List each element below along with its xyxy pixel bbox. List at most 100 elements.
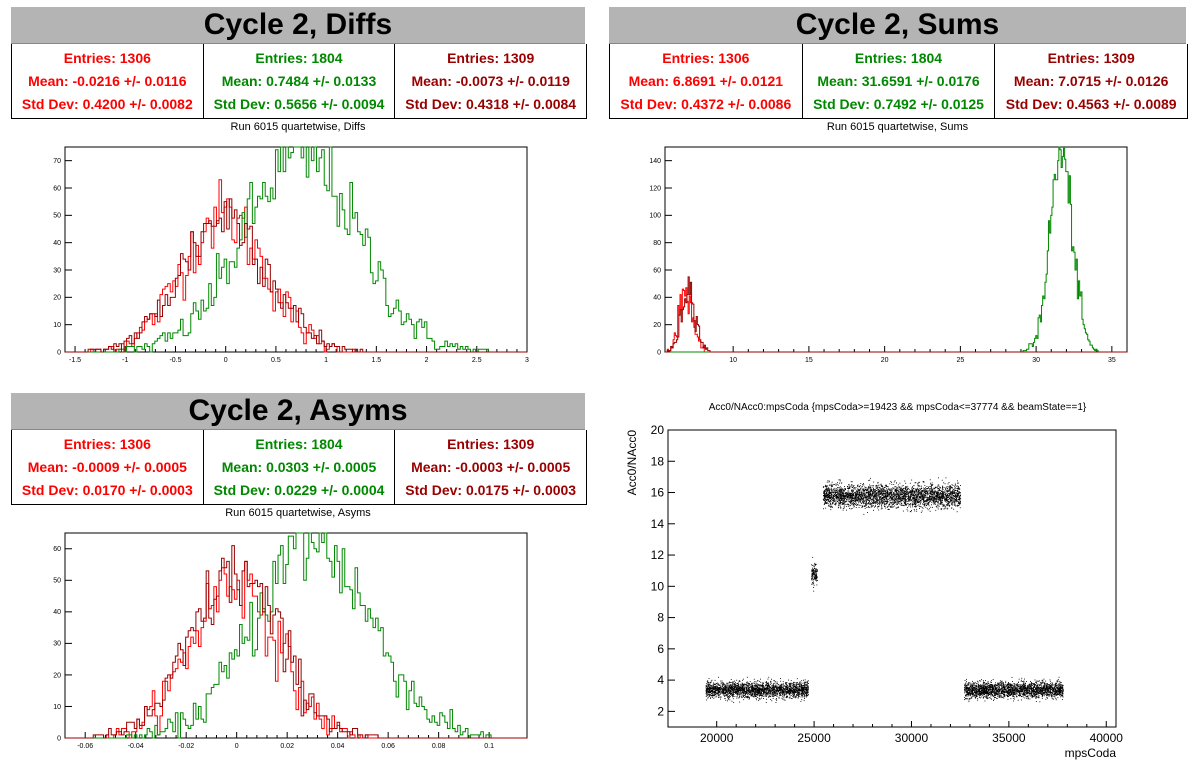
scatter-point — [773, 691, 774, 693]
scatter-point — [795, 684, 797, 686]
scatter-point — [735, 683, 737, 685]
scatter-point — [928, 498, 930, 500]
scatter-point — [755, 688, 757, 689]
scatter-point — [751, 695, 752, 697]
scatter-point — [833, 490, 835, 492]
scatter-point — [765, 688, 766, 690]
scatter-point — [783, 691, 785, 693]
scatter-point — [947, 503, 949, 505]
scatter-point — [728, 686, 730, 688]
scatter-point — [795, 696, 797, 698]
scatter-point — [839, 497, 841, 499]
scatter-point — [705, 686, 707, 688]
scatter-point — [725, 691, 727, 693]
scatter-point — [805, 682, 806, 684]
scatter-point — [706, 681, 708, 683]
scatter-point — [888, 498, 890, 500]
histogram-series — [665, 287, 1127, 353]
x-tick-label: 30 — [1032, 357, 1040, 364]
stat-std: Std Dev: 0.4563 +/- 0.0089 — [1005, 96, 1177, 113]
scatter-point — [764, 692, 765, 694]
scatter-point — [947, 499, 949, 501]
scatter-point — [908, 493, 909, 495]
scatter-point — [880, 491, 882, 493]
scatter-point — [803, 687, 805, 688]
scatter-point — [881, 490, 883, 492]
scatter-point — [880, 484, 882, 486]
scatter-point — [814, 577, 816, 579]
scatter-point — [805, 692, 807, 693]
scatter-point — [958, 487, 960, 489]
scatter-point — [934, 502, 936, 504]
scatter-point — [835, 497, 837, 499]
scatter-point — [790, 685, 792, 687]
scatter-point — [780, 686, 782, 687]
scatter-point — [769, 692, 771, 694]
scatter-point — [932, 500, 934, 502]
scatter-point — [909, 511, 911, 512]
scatter-point — [857, 488, 859, 490]
scatter-point — [736, 688, 738, 690]
scatter-point — [789, 690, 791, 692]
scatter-point — [846, 492, 848, 494]
scatter-point — [824, 489, 826, 491]
scatter-point — [762, 690, 764, 691]
scatter-point — [845, 496, 846, 498]
scatter-point — [719, 687, 721, 689]
scatter-point — [929, 510, 931, 512]
scatter-point — [929, 490, 931, 492]
scatter-point — [954, 499, 956, 501]
scatter-point — [883, 496, 884, 498]
scatter-point — [806, 693, 807, 695]
asyms-stats-green: Entries: 1804 Mean: 0.0303 +/- 0.0005 St… — [204, 430, 396, 504]
scatter-point — [954, 493, 956, 495]
scatter-point — [826, 486, 828, 488]
scatter-point — [714, 693, 716, 695]
scatter-point — [954, 504, 956, 506]
scatter-point — [716, 683, 718, 685]
scatter-point — [806, 691, 808, 693]
scatter-point — [958, 498, 960, 500]
scatter-point — [727, 688, 729, 690]
scatter-point — [736, 696, 738, 697]
scatter-point — [718, 692, 720, 693]
scatter-point — [911, 503, 913, 505]
scatter-point — [785, 693, 787, 695]
scatter-point — [845, 488, 846, 490]
scatter-point — [898, 502, 900, 504]
scatter-point — [760, 689, 762, 691]
scatter-point — [879, 499, 881, 501]
scatter-point — [728, 690, 730, 692]
scatter-point — [835, 492, 836, 493]
scatter-point — [811, 579, 813, 581]
scatter-point — [917, 505, 919, 507]
scatter-point — [851, 502, 853, 504]
scatter-point — [910, 491, 912, 493]
scatter-point — [824, 486, 826, 488]
scatter-point — [724, 687, 726, 689]
scatter-point — [799, 690, 800, 691]
scatter-point — [826, 481, 828, 483]
scatter-point — [839, 493, 841, 494]
scatter-point — [747, 691, 749, 693]
scatter-point — [731, 689, 733, 691]
scatter-point — [855, 494, 856, 496]
scatter-point — [863, 502, 865, 504]
scatter-point — [816, 570, 817, 572]
scatter-point — [905, 492, 906, 494]
scatter-point — [814, 577, 815, 579]
scatter-point — [756, 688, 758, 690]
scatter-point — [858, 489, 860, 490]
scatter-point — [793, 696, 795, 698]
scatter-point — [890, 488, 892, 490]
scatter-point — [705, 684, 707, 686]
scatter-point — [924, 504, 925, 506]
scatter-point — [843, 489, 845, 491]
scatter-point — [916, 489, 918, 490]
scatter-point — [743, 699, 745, 701]
scatter-point — [793, 681, 795, 683]
scatter-point — [909, 504, 911, 506]
scatter-point — [877, 488, 878, 490]
scatter-point — [924, 496, 925, 498]
scatter-point — [800, 685, 802, 687]
